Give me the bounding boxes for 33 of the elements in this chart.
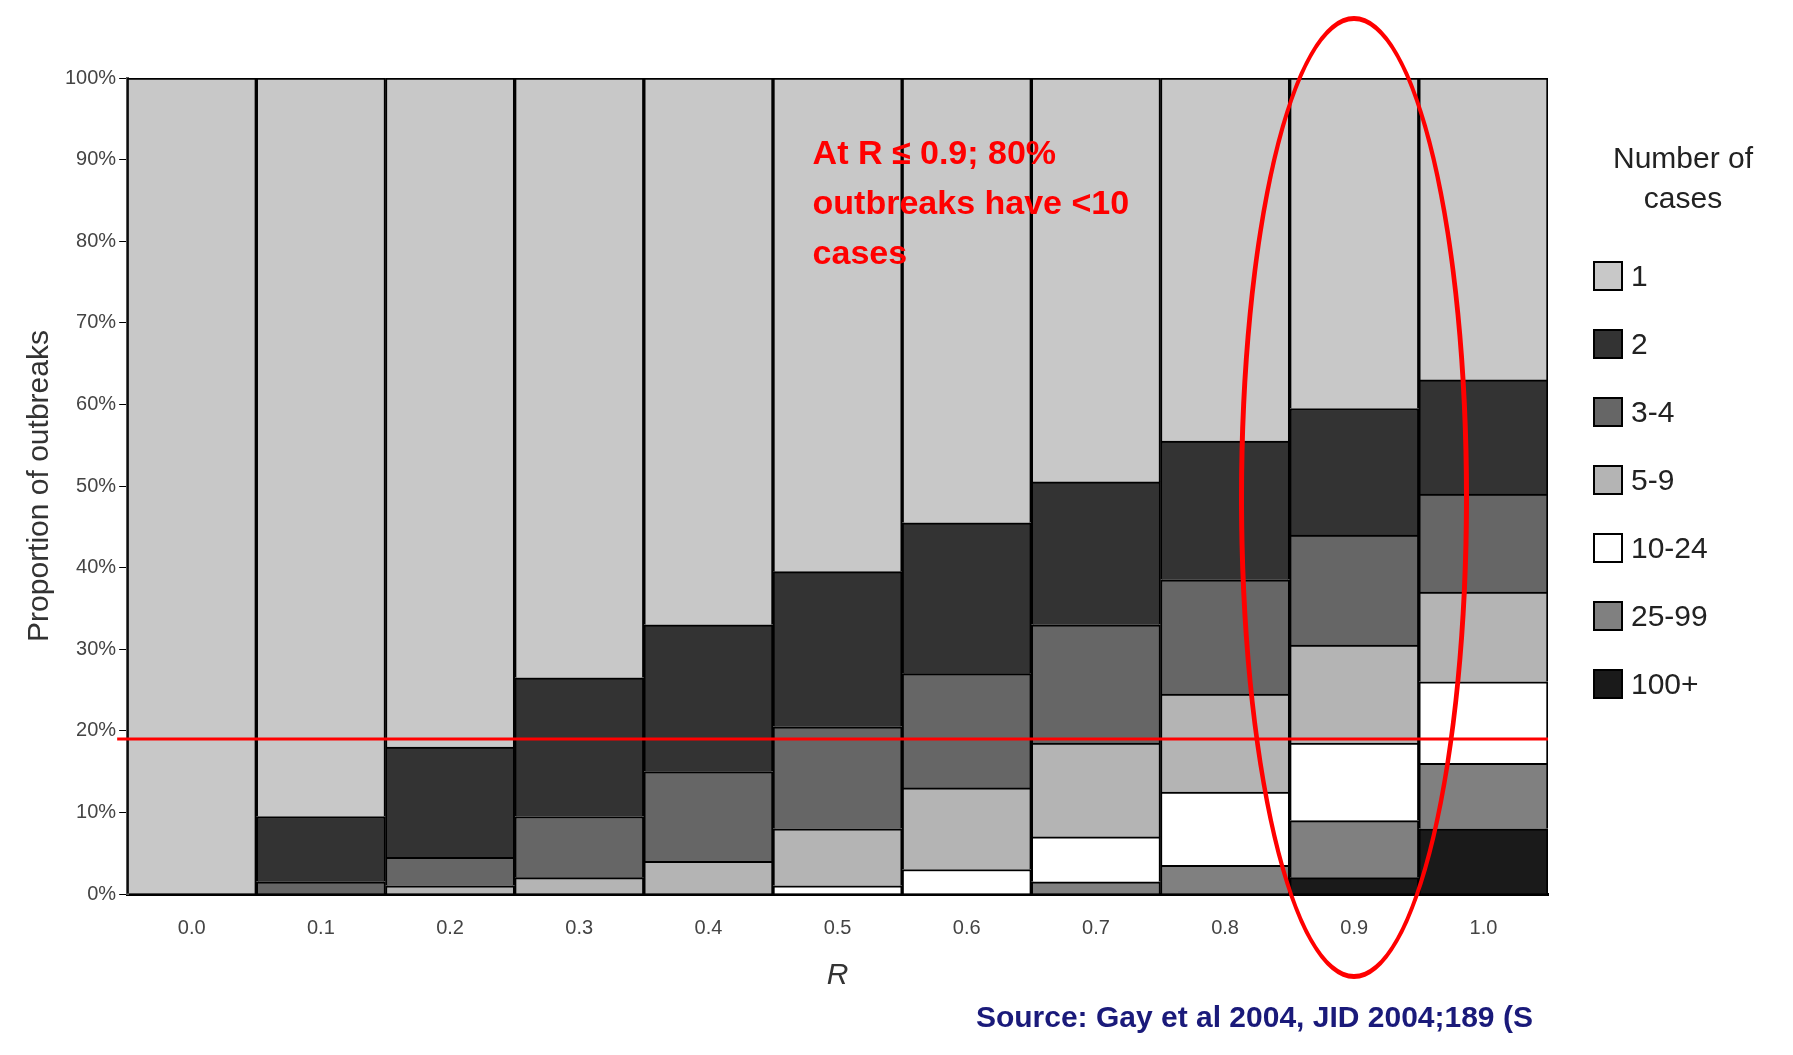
- x-tick-label: 0.0: [177, 915, 206, 938]
- y-tick-label: 90%: [76, 147, 117, 170]
- legend-label: 25-99: [1631, 599, 1708, 633]
- x-tick-label: 0.7: [1082, 915, 1110, 938]
- legend-label: 3-4: [1631, 395, 1675, 429]
- x-tick-label: 0.1: [307, 915, 335, 938]
- y-tick-label: 0%: [87, 881, 117, 904]
- y-tick-label: 70%: [76, 310, 117, 333]
- legend-label: 5-9: [1631, 463, 1675, 497]
- y-tick-label: 20%: [76, 718, 117, 741]
- source-note: Source: Gay et al 2004, JID 2004;189 (S: [975, 1000, 1533, 1034]
- x-tick-label: 0.9: [1340, 915, 1369, 938]
- x-tick-label: 0.8: [1211, 915, 1239, 938]
- x-axis-title: R: [826, 957, 849, 991]
- legend-title: Number of cases: [1611, 140, 1755, 216]
- y-axis-title: Proportion of outbreaks: [21, 330, 55, 642]
- legend-label: 100+: [1631, 667, 1699, 701]
- x-tick-label: 0.5: [823, 915, 852, 938]
- y-tick-label: 60%: [76, 391, 117, 414]
- legend-label: 10-24: [1631, 531, 1708, 565]
- y-tick-label: 10%: [76, 799, 117, 822]
- x-tick-label: 1.0: [1469, 915, 1498, 938]
- x-tick-label: 0.4: [694, 915, 723, 938]
- y-tick-label: 80%: [76, 228, 117, 251]
- y-tick-label: 50%: [76, 473, 117, 496]
- y-tick-label: 30%: [76, 636, 117, 659]
- x-tick-label: 0.6: [952, 915, 981, 938]
- legend-label: 2: [1631, 327, 1648, 361]
- y-tick-label: 100%: [65, 65, 117, 88]
- x-tick-label: 0.3: [565, 915, 594, 938]
- y-tick-label: 40%: [76, 555, 117, 578]
- text: 1: [1631, 259, 1648, 293]
- x-tick-label: 0.2: [436, 915, 464, 938]
